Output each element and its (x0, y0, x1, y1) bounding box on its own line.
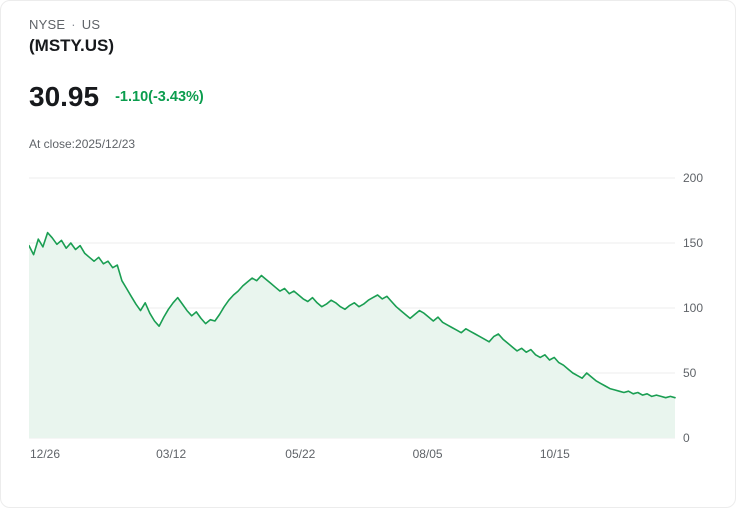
price-chart[interactable]: 0 50 100 150 200 12/26 03/12 05/22 08/05 10/15 (29, 169, 713, 465)
exchange-line: NYSE · US (29, 17, 114, 32)
exchange-name: NYSE (29, 17, 66, 32)
price-change: -1.10(-3.43%) (115, 89, 204, 105)
y-axis-label: 150 (683, 236, 703, 250)
x-axis-label: 05/22 (285, 447, 315, 461)
y-axis-label: 50 (683, 366, 697, 380)
y-axis-label: 200 (683, 171, 703, 185)
separator-dot: · (71, 17, 76, 32)
as-of-timestamp: At close:2025/12/23 (29, 137, 136, 151)
price-line (29, 231, 676, 399)
area-fill (29, 232, 675, 438)
price-row: 30.95 -1.10(-3.43%) (29, 83, 204, 111)
x-axis-label: 12/26 (30, 447, 60, 461)
x-axis-label: 10/15 (540, 447, 570, 461)
last-price: 30.95 (29, 81, 100, 112)
region-label: US (81, 17, 101, 32)
y-axis-label: 0 (683, 431, 690, 445)
quote-header: NYSE · US (MSTY.US) (29, 17, 114, 56)
ticker-symbol: (MSTY.US) (29, 36, 114, 55)
x-axis-labels: 12/26 03/12 05/22 08/05 10/15 (30, 447, 570, 461)
price-chart-svg[interactable]: 0 50 100 150 200 12/26 03/12 05/22 08/05 10/15 (29, 169, 713, 465)
y-axis-labels: 0 50 100 150 200 (683, 171, 703, 445)
x-axis-label: 08/05 (413, 447, 443, 461)
y-axis-label: 100 (683, 301, 703, 315)
x-axis-label: 03/12 (156, 447, 186, 461)
